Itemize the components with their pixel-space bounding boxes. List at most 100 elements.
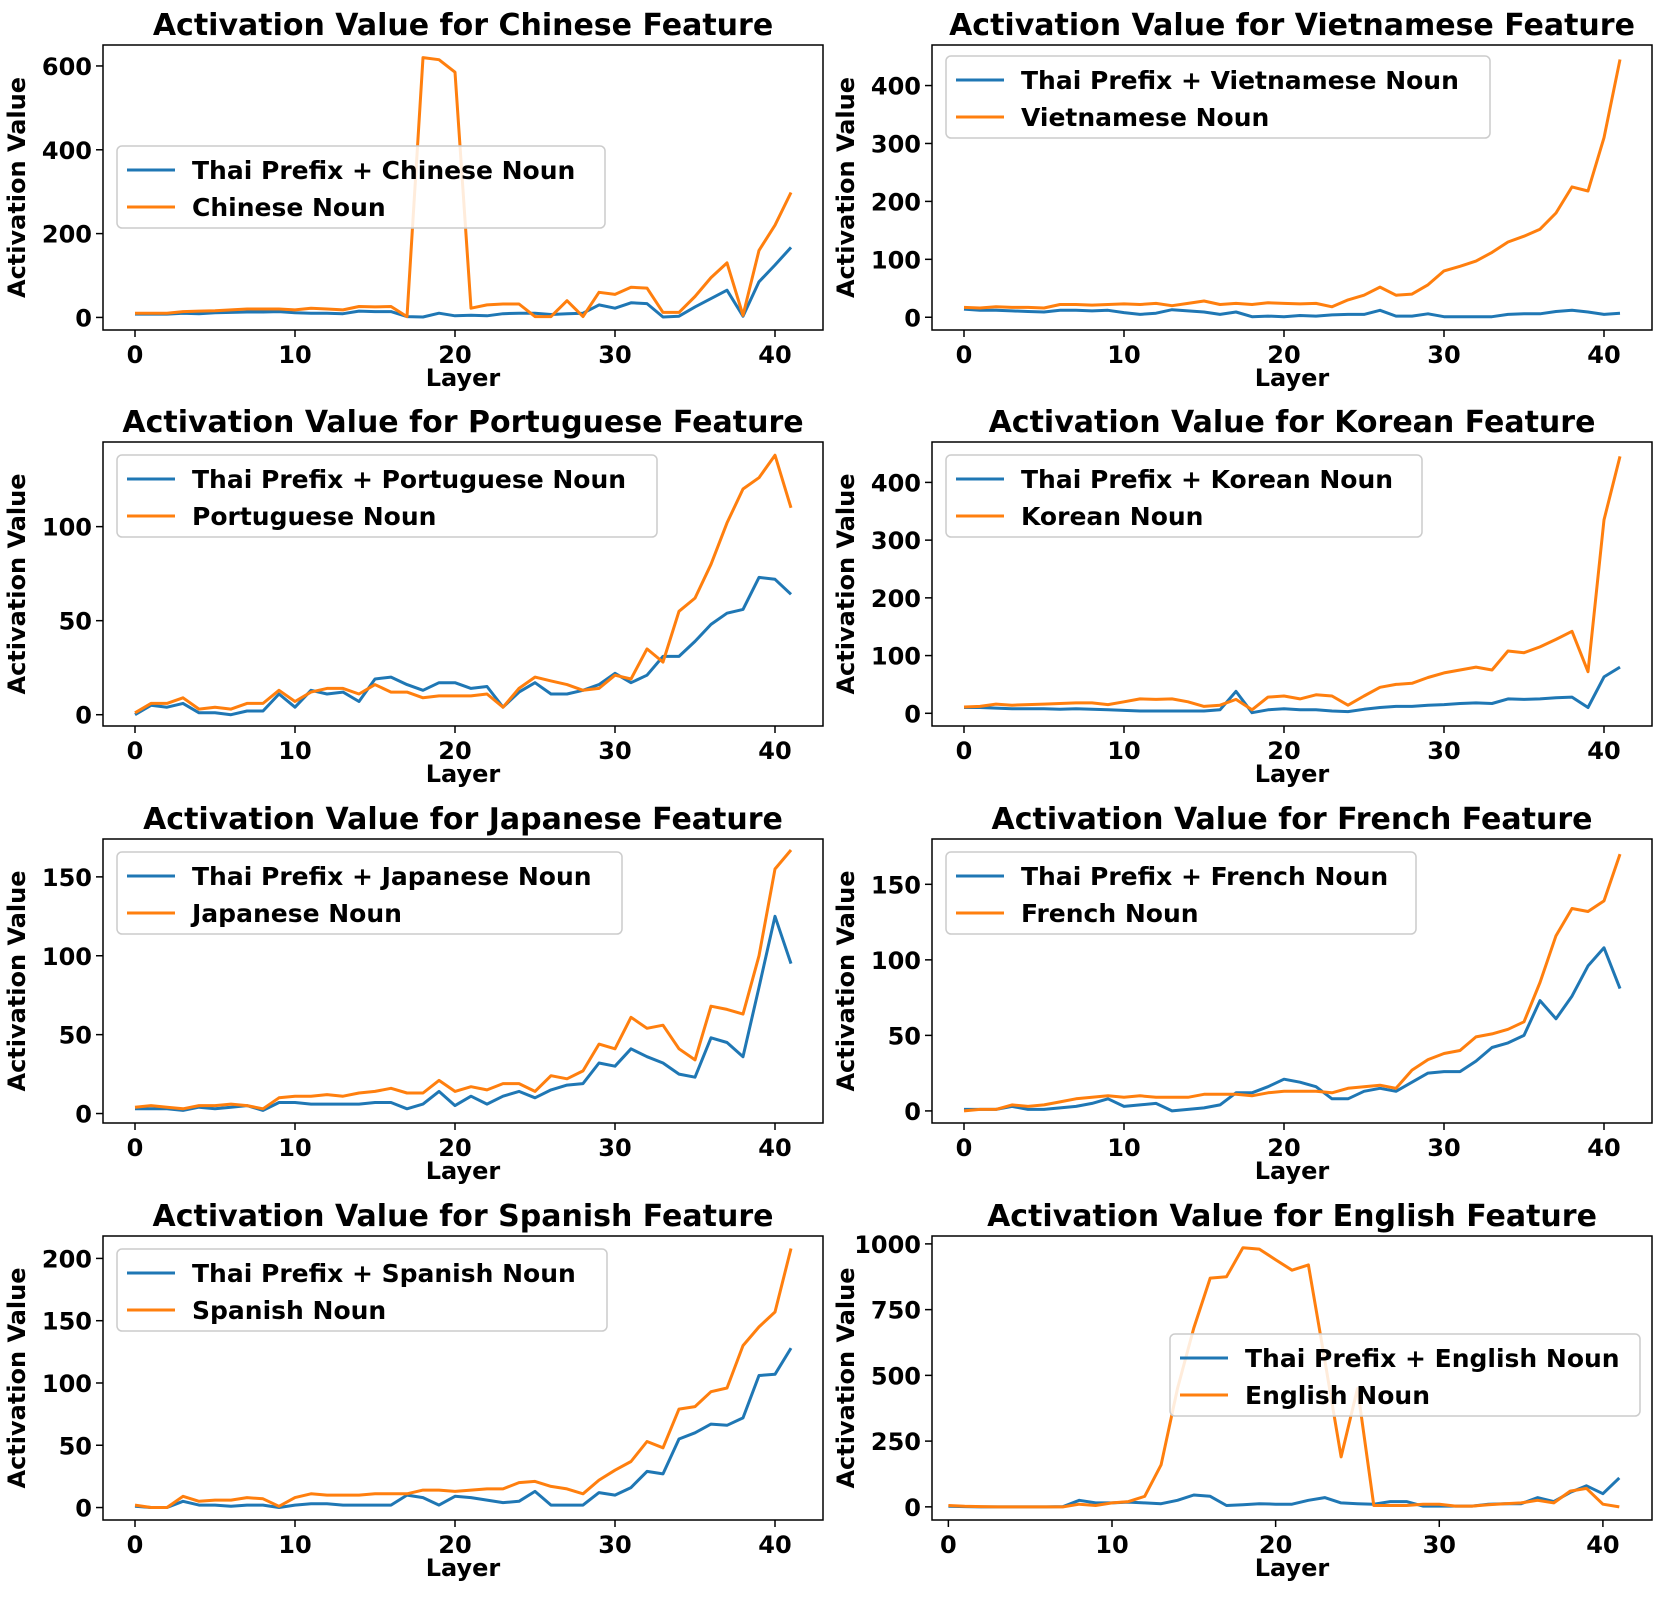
legend-label: French Noun xyxy=(1021,899,1199,928)
x-tick-label: 30 xyxy=(598,1134,631,1162)
y-tick-label: 0 xyxy=(904,700,921,728)
x-axis-label: Layer xyxy=(1255,364,1330,392)
series-line-thai-prefix-vietnamese-noun xyxy=(963,307,1621,319)
legend-box xyxy=(1169,1333,1641,1417)
legend: Thai Prefix + Vietnamese Noun Vietnamese … xyxy=(945,55,1491,139)
plot-frame xyxy=(931,44,1653,331)
x-tick-label: 20 xyxy=(438,1134,471,1162)
y-tick-label: 100 xyxy=(871,643,921,671)
x-tick-label: 40 xyxy=(1586,1531,1619,1559)
y-tick-label: 0 xyxy=(75,702,92,730)
y-tick-label: 0 xyxy=(904,304,921,332)
y-tick-label: 100 xyxy=(871,947,921,975)
x-tick-label: 40 xyxy=(758,1531,791,1559)
x-tick-label: 0 xyxy=(127,1134,144,1162)
x-tick-label: 30 xyxy=(1427,341,1460,369)
x-tick-label: 20 xyxy=(438,1531,471,1559)
legend-label: Thai Prefix + Vietnamese Noun xyxy=(1021,66,1459,95)
chart-panel-spanish-feature: Activation Value for Spanish Feature 0 10 2… xyxy=(3,1199,824,1582)
x-tick-label: 20 xyxy=(1259,1531,1292,1559)
legend-label: Portuguese Noun xyxy=(192,502,436,531)
x-tick-label: 10 xyxy=(1107,737,1140,765)
x-tick-label: 0 xyxy=(940,1531,957,1559)
chart-title: Activation Value for Korean Feature xyxy=(989,405,1596,440)
series-lines xyxy=(134,1248,793,1509)
y-tick-label: 0 xyxy=(75,304,92,332)
series-lines xyxy=(963,456,1622,715)
series-line-french-noun xyxy=(963,853,1622,1113)
legend-label: Thai Prefix + Japanese Noun xyxy=(192,862,592,891)
y-tick-label: 150 xyxy=(871,871,921,899)
x-tick-label: 30 xyxy=(598,341,631,369)
y-tick-label: 200 xyxy=(42,221,92,249)
y-tick-label: 100 xyxy=(42,1370,92,1398)
legend-label: English Noun xyxy=(1245,1381,1430,1410)
series-line-vietnamese-noun xyxy=(963,59,1622,310)
legend-box xyxy=(116,145,606,229)
y-tick-label: 50 xyxy=(888,1022,921,1050)
y-tick-label: 0 xyxy=(75,1495,92,1523)
series-line-thai-prefix-portuguese-noun xyxy=(134,575,793,717)
x-tick-label: 20 xyxy=(438,737,471,765)
chart-panel-vietnamese-feature: Activation Value for Vietnamese Feature 0… xyxy=(832,8,1653,392)
series-line-portuguese-noun xyxy=(134,453,793,715)
legend: Thai Prefix + Chinese Noun Chinese Noun xyxy=(116,145,606,229)
x-tick-label: 10 xyxy=(278,737,311,765)
plot-frame xyxy=(102,441,824,727)
plot-frame xyxy=(931,1235,1653,1521)
series-line-thai-prefix-french-noun xyxy=(964,946,1622,1113)
series-line-thai-prefix-chinese-noun xyxy=(135,246,793,319)
chart-panel-portuguese-feature: Activation Value for Portuguese Feature 0… xyxy=(3,405,824,788)
chart-title: Activation Value for Portuguese Feature xyxy=(122,405,803,440)
legend: Thai Prefix + French Noun French Noun xyxy=(945,851,1417,935)
x-tick-label: 30 xyxy=(1427,1134,1460,1162)
legend: Thai Prefix + Spanish Noun Spanish Noun xyxy=(116,1248,608,1332)
chart-panel-japanese-feature: Activation Value for Japanese Feature 0 10… xyxy=(3,802,824,1185)
y-tick-label: 250 xyxy=(871,1428,921,1456)
x-tick-label: 10 xyxy=(1107,341,1140,369)
legend: Thai Prefix + English Noun English Noun xyxy=(1169,1333,1641,1417)
plot-frame xyxy=(102,1235,824,1521)
legend: Thai Prefix + Japanese Noun Japanese Noun xyxy=(116,851,623,935)
legend-box xyxy=(945,851,1417,935)
series-line-spanish-noun xyxy=(134,1248,793,1509)
series-lines xyxy=(134,453,793,717)
x-tick-label: 40 xyxy=(1587,341,1620,369)
legend-label: Thai Prefix + Portuguese Noun xyxy=(192,465,626,494)
legend-label: Vietnamese Noun xyxy=(1021,103,1269,132)
x-tick-label: 30 xyxy=(1423,1531,1456,1559)
x-axis-label: Layer xyxy=(426,760,501,788)
x-tick-label: 30 xyxy=(598,1531,631,1559)
x-tick-label: 30 xyxy=(1427,737,1460,765)
y-tick-label: 400 xyxy=(42,137,92,165)
x-tick-label: 0 xyxy=(127,1531,144,1559)
series-line-japanese-noun xyxy=(134,849,793,1111)
x-tick-label: 20 xyxy=(1267,341,1300,369)
y-tick-label: 150 xyxy=(42,1308,92,1336)
plot-frame xyxy=(102,44,824,331)
chart-panel-korean-feature: Activation Value for Korean Feature 0 10 20… xyxy=(832,405,1653,788)
y-tick-label: 0 xyxy=(904,1494,921,1522)
x-tick-label: 40 xyxy=(758,341,791,369)
legend-label: Japanese Noun xyxy=(190,899,402,928)
legend-box xyxy=(945,454,1423,538)
y-tick-label: 500 xyxy=(871,1362,921,1390)
x-tick-label: 0 xyxy=(127,341,144,369)
chart-title: Activation Value for Chinese Feature xyxy=(153,8,773,43)
y-tick-label: 50 xyxy=(59,608,92,636)
y-tick-label: 200 xyxy=(871,585,921,613)
y-axis-label: Activation Value xyxy=(832,473,860,694)
x-axis-label: Layer xyxy=(426,1157,501,1185)
y-axis-label: Activation Value xyxy=(3,473,31,694)
chart-panel-chinese-feature: Activation Value for Chinese Feature 0 10 2… xyxy=(3,8,824,392)
series-lines xyxy=(963,59,1622,319)
x-tick-label: 10 xyxy=(1107,1134,1140,1162)
y-axis-label: Activation Value xyxy=(3,77,31,298)
x-axis-label: Layer xyxy=(1255,1157,1330,1185)
y-tick-label: 200 xyxy=(871,188,921,216)
x-tick-label: 0 xyxy=(956,737,973,765)
y-axis-label: Activation Value xyxy=(832,1267,860,1488)
series-line-thai-prefix-japanese-noun xyxy=(135,914,793,1112)
x-tick-label: 20 xyxy=(1267,737,1300,765)
